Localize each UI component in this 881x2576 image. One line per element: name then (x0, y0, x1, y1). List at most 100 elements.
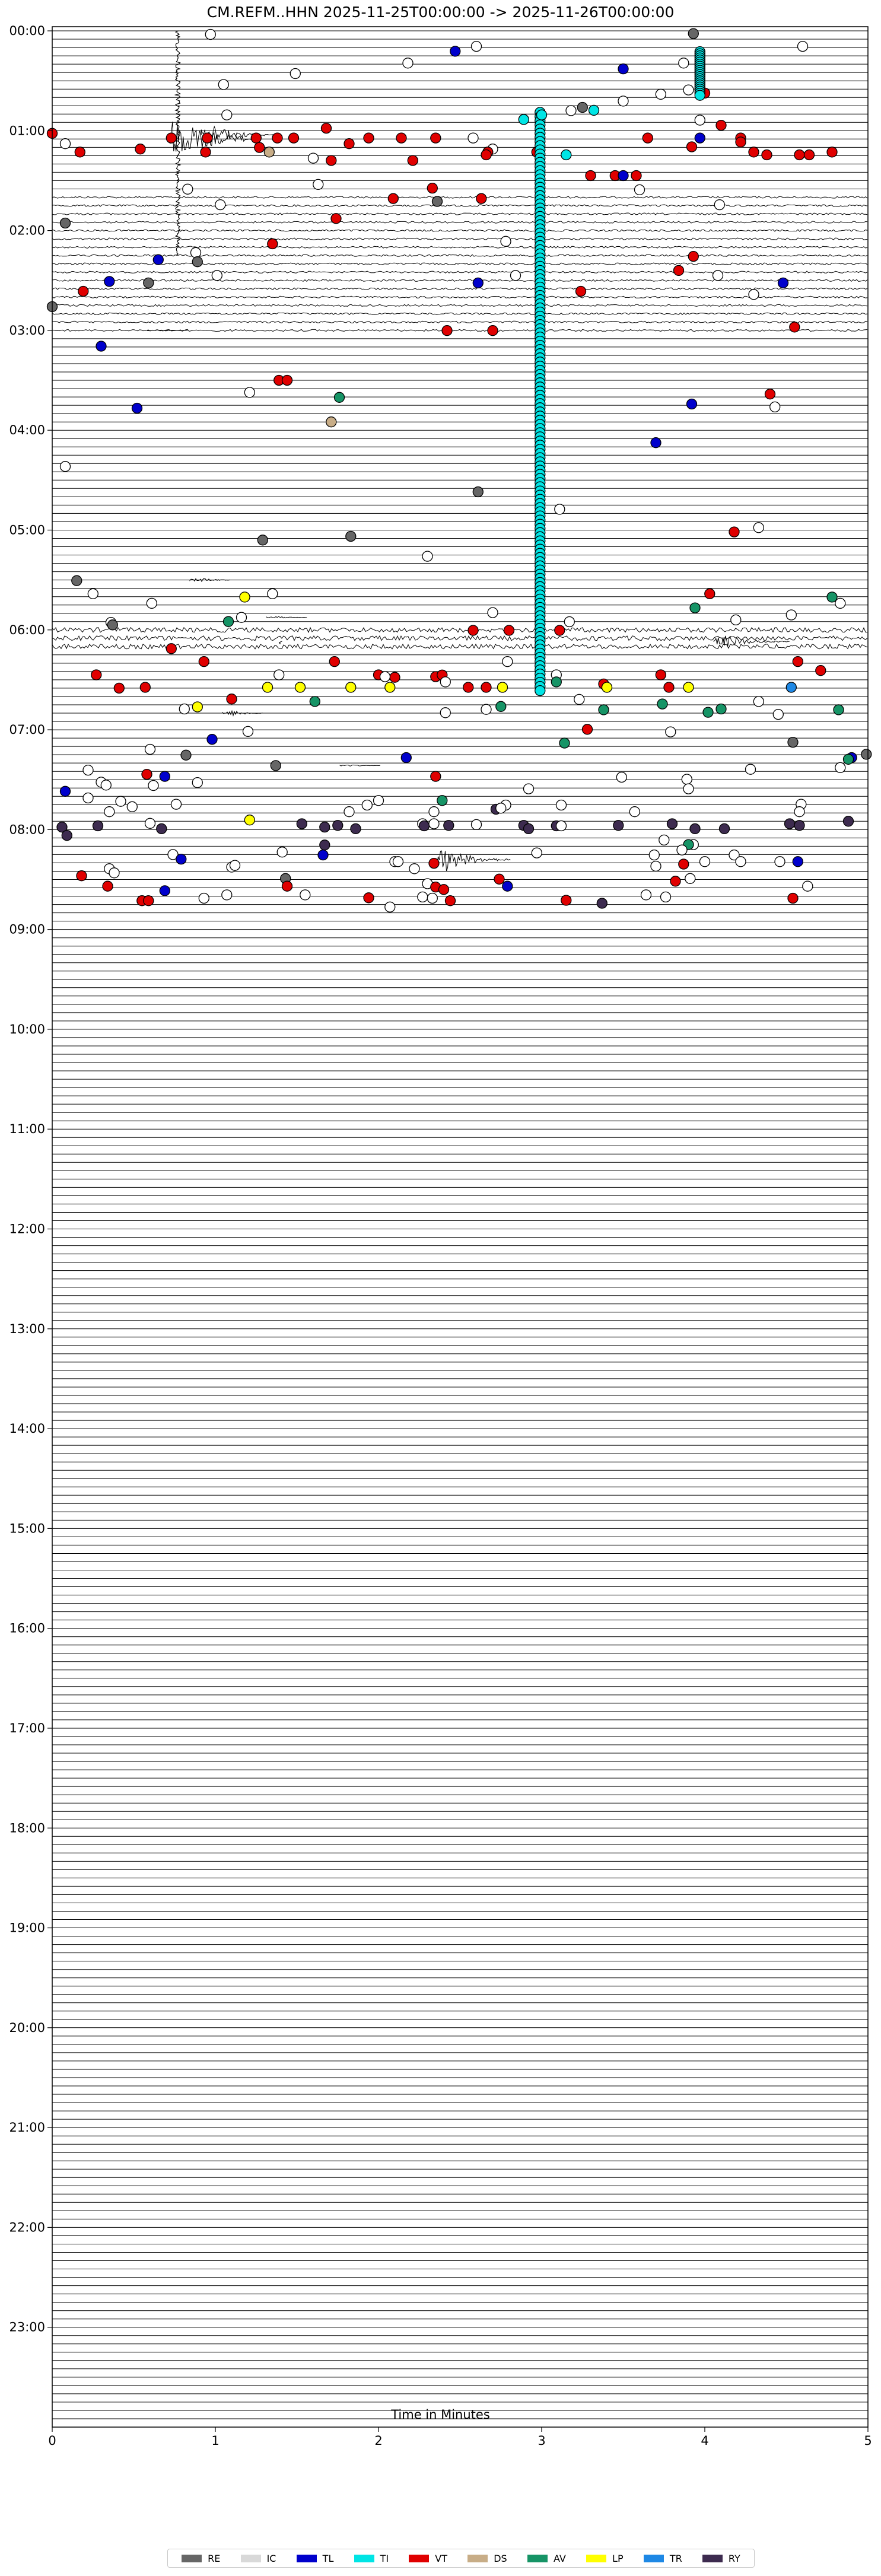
trace-line (52, 212, 868, 215)
event-marker-unclassified (565, 105, 577, 116)
event-marker-unclassified (87, 588, 98, 599)
event-marker-tl (777, 277, 789, 289)
event-marker-unclassified (753, 696, 764, 707)
y-tick-label: 18:00 (9, 1821, 45, 1835)
event-marker-ry (296, 818, 307, 829)
legend-label: AV (553, 2552, 566, 2564)
trace-line (52, 246, 868, 249)
event-marker-vt (729, 526, 740, 538)
event-marker-vt (826, 147, 838, 158)
event-marker-tl (650, 437, 661, 449)
event-marker-vt (581, 724, 593, 735)
event-marker-vt (487, 325, 498, 336)
event-marker-av (437, 795, 448, 806)
event-marker-unclassified (730, 614, 742, 626)
y-tick-label: 06:00 (9, 623, 45, 637)
event-marker-unclassified (797, 40, 809, 52)
legend-label: TR (669, 2552, 682, 2564)
event-marker-ry (350, 823, 361, 835)
event-marker-re (143, 277, 154, 289)
event-marker-lp (345, 682, 357, 693)
event-marker-vt (481, 149, 492, 161)
event-marker-vt (363, 132, 374, 144)
event-marker-ry (718, 823, 730, 835)
trace-line (52, 204, 868, 207)
event-marker-tl (317, 849, 329, 861)
event-marker-vt (764, 389, 776, 400)
event-marker-re (787, 736, 799, 748)
x-axis-ticks: 0 1 2 3 4 5 (48, 2427, 872, 2448)
event-marker-unclassified (384, 901, 396, 912)
event-marker-unclassified (267, 588, 278, 599)
legend-swatch (182, 2554, 202, 2562)
event-marker-unclassified (748, 289, 759, 300)
event-marker-unclassified (440, 707, 451, 718)
event-marker-vt (444, 895, 456, 907)
event-marker-av (559, 737, 570, 749)
trace-line (52, 229, 868, 232)
event-marker-vt (427, 182, 438, 194)
event-marker-vt (78, 285, 89, 297)
event-marker-unclassified (694, 115, 705, 126)
event-marker-unclassified (170, 799, 182, 810)
event-marker-unclassified (182, 183, 193, 195)
event-marker-unclassified (221, 889, 233, 901)
event-marker-unclassified (126, 801, 138, 812)
event-marker-vt (803, 149, 815, 161)
event-marker-vt (288, 132, 300, 144)
event-marker-unclassified (417, 891, 428, 903)
event-marker-av (715, 703, 727, 715)
event-marker-vt (787, 892, 799, 904)
event-marker-unclassified (392, 856, 404, 867)
event-marker-ry (666, 818, 678, 829)
event-marker-unclassified (753, 522, 764, 533)
y-tick-label: 16:00 (9, 1621, 45, 1636)
event-marker-av (495, 701, 507, 712)
trace-lines (52, 30, 868, 2419)
trace-line (52, 626, 868, 634)
y-tick-label: 05:00 (9, 523, 45, 537)
event-marker-tl (686, 398, 698, 410)
event-marker-unclassified (729, 849, 740, 861)
event-marker-re (180, 749, 192, 761)
event-marker-unclassified (835, 762, 846, 774)
event-marker-unclassified (313, 179, 324, 190)
x-tick-label: 1 (211, 2434, 219, 2448)
y-tick-label: 15:00 (9, 1521, 45, 1535)
legend-entry-ic: IC (240, 2553, 276, 2564)
event-marker-unclassified (470, 40, 482, 52)
event-marker-ti (694, 90, 705, 101)
event-marker-unclassified (655, 88, 666, 100)
y-tick-label: 08:00 (9, 822, 45, 837)
event-marker-ry (443, 820, 454, 831)
legend-swatch (586, 2554, 607, 2562)
event-marker-vt (407, 155, 418, 166)
event-marker-vt (330, 213, 342, 224)
plot-frame (52, 26, 869, 2428)
event-marker-vt (494, 873, 505, 885)
event-marker-unclassified (190, 247, 202, 258)
event-marker-unclassified (115, 796, 126, 807)
event-marker-re (107, 619, 118, 631)
y-tick-label: 14:00 (9, 1421, 45, 1436)
event-marker-vt (254, 142, 265, 153)
event-marker-unclassified (59, 461, 71, 472)
event-marker-unclassified (373, 795, 384, 806)
y-tick-label: 22:00 (9, 2220, 45, 2234)
event-marker-vt (670, 876, 681, 887)
event-marker-unclassified (229, 860, 241, 871)
event-marker-lp (384, 682, 396, 693)
trace-line (52, 287, 868, 290)
event-marker-unclassified (244, 387, 255, 398)
event-marker-ti (535, 685, 546, 697)
event-marker-unclassified (148, 780, 159, 791)
event-marker-unclassified (440, 676, 451, 688)
waveform-bursts (147, 30, 790, 872)
y-axis-ticks: 00:00 01:00 02:00 03:00 04:00 05:00 06:00 07:00… (9, 24, 52, 2335)
event-marker-unclassified (100, 780, 112, 791)
event-marker-tl (59, 785, 71, 797)
event-marker-unclassified (242, 726, 254, 737)
event-marker-tl (792, 856, 803, 867)
event-marker-unclassified (502, 656, 513, 667)
